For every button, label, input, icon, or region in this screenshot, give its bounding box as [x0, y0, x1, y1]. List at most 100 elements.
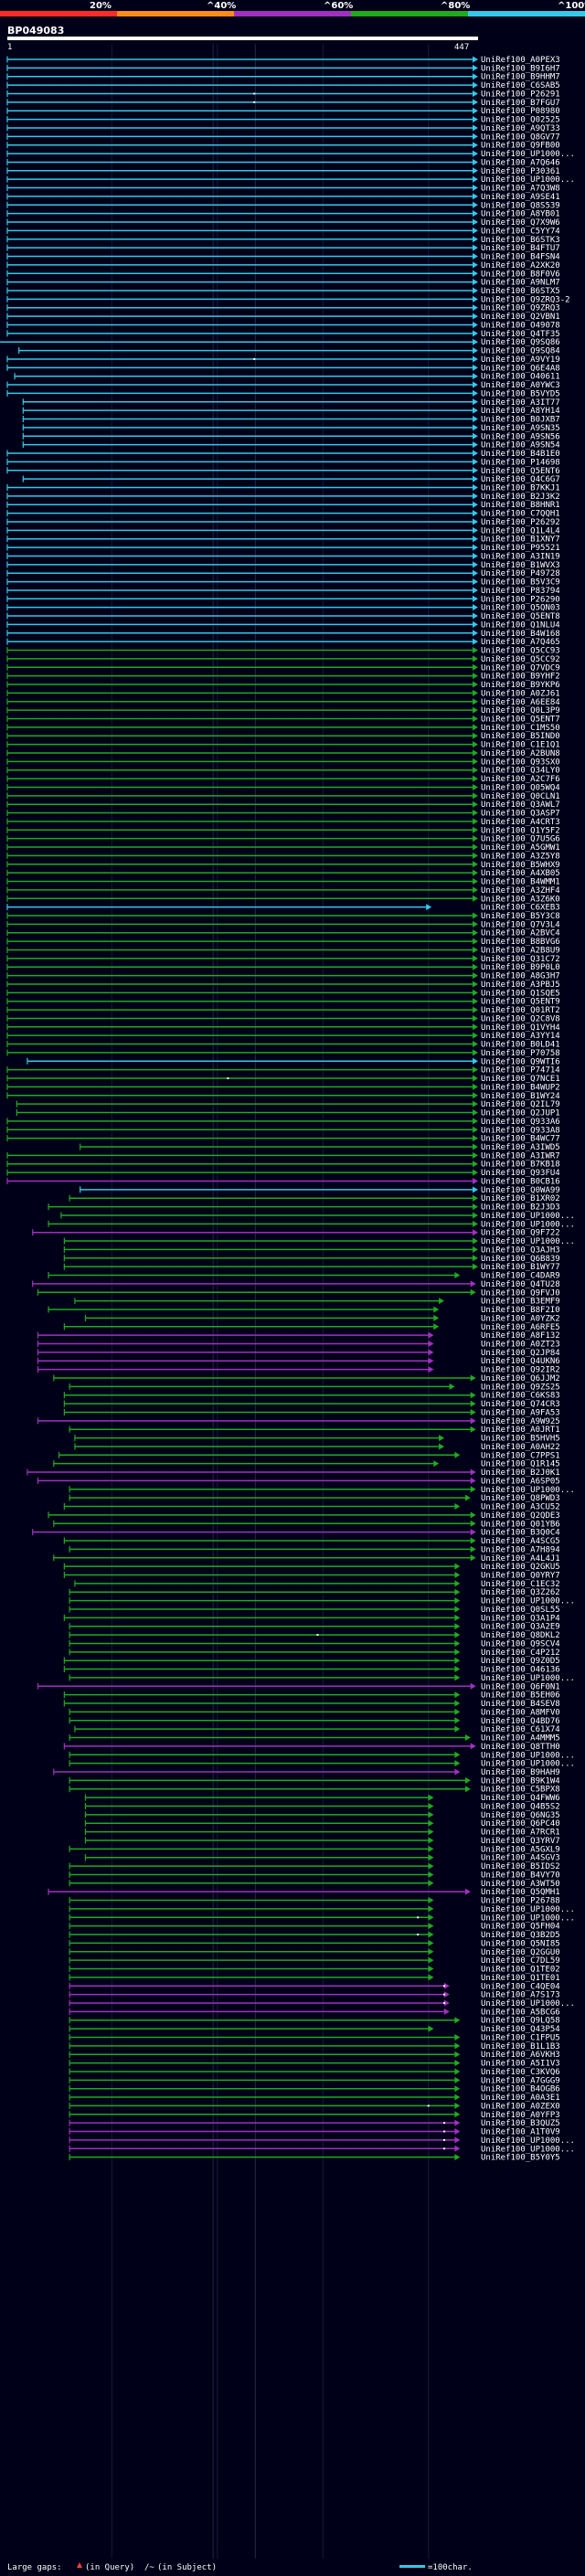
hit-label[interactable]: UniRef100_Q4TF35 [481, 330, 560, 339]
hit-label[interactable]: UniRef100_A2B8U9 [481, 946, 560, 955]
hit-row[interactable]: UniRef100_A9W925 [37, 1417, 560, 1426]
hit-row[interactable]: UniRef100_Q5ENT6 [6, 467, 560, 476]
hit-row[interactable]: UniRef100_Q34LY0 [6, 767, 560, 776]
hit-row[interactable]: UniRef100_Q2C8V8 [6, 1014, 560, 1023]
hit-row[interactable]: UniRef100_A3WT50 [69, 1880, 560, 1889]
hit-row[interactable]: UniRef100_Q2JUP1 [16, 1109, 560, 1118]
hit-row[interactable]: UniRef100_Q3B2D5 [69, 1931, 560, 1940]
hit-row[interactable]: UniRef100_B4SEV8 [63, 1700, 560, 1709]
hit-label[interactable]: UniRef100_A0JRT1 [481, 1426, 560, 1435]
hit-label[interactable]: UniRef100_Q93FU4 [481, 1169, 560, 1178]
hit-row[interactable]: UniRef100_C1MS50 [6, 724, 560, 733]
hit-row[interactable]: UniRef100_Q3A2E9 [69, 1623, 560, 1632]
hit-row[interactable]: UniRef100_A2BUN8 [6, 749, 560, 758]
hit-label[interactable]: UniRef100_A5BCG6 [481, 2008, 560, 2017]
hit-label[interactable]: UniRef100_Q9SQ86 [481, 338, 560, 347]
hit-label[interactable]: UniRef100_A9SN56 [481, 432, 560, 441]
hit-row[interactable]: UniRef100_B3Q0C4 [32, 1529, 560, 1538]
hit-label[interactable]: UniRef100_A0YFP3 [481, 2111, 560, 2120]
hit-label[interactable]: UniRef100_Q43P54 [481, 2025, 560, 2034]
hit-row[interactable]: UniRef100_A9SN56 [22, 432, 560, 441]
hit-row[interactable]: UniRef100_P14698 [6, 458, 560, 467]
hit-row[interactable]: UniRef100_Q9ZS25 [69, 1383, 560, 1392]
hit-row[interactable]: UniRef100_Q1L4L4 [6, 526, 560, 535]
hit-row[interactable]: UniRef100_Q02525 [6, 116, 560, 125]
hit-row[interactable]: UniRef100_P26788 [69, 1897, 560, 1906]
hit-label[interactable]: UniRef100_UP1000... [481, 1913, 575, 1923]
hit-label[interactable]: UniRef100_B2J3K2 [481, 493, 560, 502]
hit-label[interactable]: UniRef100_B0LD41 [481, 1041, 560, 1050]
hit-row[interactable]: UniRef100_Q9SQ86 [0, 338, 560, 347]
hit-row[interactable]: UniRef100_A9QT33 [6, 124, 560, 133]
hit-label[interactable]: UniRef100_B2J0K1 [481, 1468, 560, 1478]
hit-label[interactable]: UniRef100_O46136 [481, 1666, 560, 1675]
hit-row[interactable]: UniRef100_O46136 [63, 1666, 560, 1675]
hit-label[interactable]: UniRef100_P95521 [481, 544, 560, 553]
hit-row[interactable]: UniRef100_A7H894 [69, 1545, 560, 1554]
hit-label[interactable]: UniRef100_C4QE04 [481, 1982, 560, 1991]
hit-label[interactable]: UniRef100_P26788 [481, 1897, 560, 1906]
hit-row[interactable]: UniRef100_C4P212 [69, 1648, 560, 1658]
hit-label[interactable]: UniRef100_B6STK3 [481, 236, 560, 245]
hit-row[interactable]: UniRef100_B0CB16 [6, 1177, 560, 1186]
hit-label[interactable]: UniRef100_A4CRT3 [481, 818, 560, 827]
hit-label[interactable]: UniRef100_Q933A6 [481, 1118, 560, 1127]
hit-label[interactable]: UniRef100_B6STX5 [481, 287, 560, 296]
hit-label[interactable]: UniRef100_Q3AJH3 [481, 1246, 560, 1255]
hit-label[interactable]: UniRef100_P14698 [481, 458, 560, 467]
hit-label[interactable]: UniRef100_A4SGV3 [481, 1854, 560, 1863]
hit-row[interactable]: UniRef100_Q1VYH4 [6, 1023, 560, 1033]
hit-row[interactable]: UniRef100_P95521 [6, 544, 560, 553]
hit-label[interactable]: UniRef100_B1WY77 [481, 1263, 560, 1272]
hit-row[interactable]: UniRef100_A3IWD5 [80, 1143, 560, 1152]
hit-row[interactable]: UniRef100_B5IDS2 [69, 1862, 560, 1871]
hit-row[interactable]: UniRef100_A3IN19 [6, 552, 560, 561]
hit-label[interactable]: UniRef100_O40611 [481, 373, 560, 382]
hit-label[interactable]: UniRef100_Q2C8V8 [481, 1014, 560, 1023]
hit-label[interactable]: UniRef100_A0PEX3 [481, 56, 560, 65]
hit-row[interactable]: UniRef100_Q4BD76 [69, 1717, 560, 1726]
hit-label[interactable]: UniRef100_Q0WA99 [481, 1186, 560, 1195]
hit-label[interactable]: UniRef100_Q7U5G6 [481, 835, 560, 844]
hit-label[interactable]: UniRef100_Q8TTH0 [481, 1743, 560, 1752]
hit-row[interactable]: UniRef100_A7GGG9 [69, 2076, 560, 2085]
hit-label[interactable]: UniRef100_B4SEV8 [481, 1700, 560, 1709]
hit-label[interactable]: UniRef100_B3QUZ5 [481, 2119, 560, 2128]
hit-row[interactable]: UniRef100_A9SN54 [22, 441, 560, 451]
hit-label[interactable]: UniRef100_A7RCR1 [481, 1829, 560, 1838]
hit-row[interactable]: UniRef100_A7Q465 [6, 638, 560, 647]
hit-label[interactable]: UniRef100_UP1000... [481, 1237, 575, 1246]
hit-row[interactable]: UniRef100_A8YH14 [22, 407, 560, 416]
hit-label[interactable]: UniRef100_Q6JJM2 [481, 1374, 560, 1383]
hit-label[interactable]: UniRef100_A0YWC3 [481, 381, 560, 390]
hit-label[interactable]: UniRef100_Q8S539 [481, 201, 560, 210]
hit-row[interactable]: UniRef100_P30361 [6, 167, 560, 176]
hit-label[interactable]: UniRef100_Q5ENT6 [481, 467, 560, 476]
hit-row[interactable]: UniRef100_B1WVX3 [6, 561, 560, 570]
hit-row[interactable]: UniRef100_Q8TTH0 [63, 1743, 560, 1752]
hit-label[interactable]: UniRef100_A3YY14 [481, 1032, 560, 1041]
hit-row[interactable]: UniRef100_B6STK3 [6, 236, 560, 245]
hit-label[interactable]: UniRef100_Q01RT2 [481, 1006, 560, 1015]
hit-label[interactable]: UniRef100_B4W168 [481, 630, 560, 639]
hit-label[interactable]: UniRef100_Q6NG35 [481, 1811, 560, 1820]
hit-label[interactable]: UniRef100_Q9ZS25 [481, 1383, 560, 1392]
hit-row[interactable]: UniRef100_C7DL59 [69, 1956, 560, 1966]
hit-row[interactable]: UniRef100_Q9ZRQ3-2 [6, 295, 570, 304]
hit-label[interactable]: UniRef100_A9W925 [481, 1417, 560, 1426]
hit-label[interactable]: UniRef100_C7DL59 [481, 1956, 560, 1966]
hit-row[interactable]: UniRef100_Q9WTI6 [27, 1057, 560, 1066]
hit-row[interactable]: UniRef100_Q1TE01 [69, 1974, 560, 1983]
hit-row[interactable]: UniRef100_Q93SX0 [6, 758, 560, 767]
hit-label[interactable]: UniRef100_C4P212 [481, 1648, 560, 1658]
hit-row[interactable]: UniRef100_B5V3C9 [6, 578, 560, 588]
hit-label[interactable]: UniRef100_A4SCG5 [481, 1537, 560, 1546]
hit-row[interactable]: UniRef100_A8F132 [37, 1331, 560, 1341]
hit-label[interactable]: UniRef100_C7PPS1 [481, 1451, 560, 1460]
hit-label[interactable]: UniRef100_A6RFE5 [481, 1323, 560, 1332]
hit-row[interactable]: UniRef100_Q5ENT7 [6, 715, 560, 724]
hit-row[interactable]: UniRef100_C1E1Q1 [6, 741, 560, 750]
hit-label[interactable]: UniRef100_C7QQH1 [481, 510, 560, 519]
hit-row[interactable]: UniRef100_Q4TF35 [6, 330, 560, 339]
hit-row[interactable]: UniRef100_A6EE84 [6, 698, 560, 707]
